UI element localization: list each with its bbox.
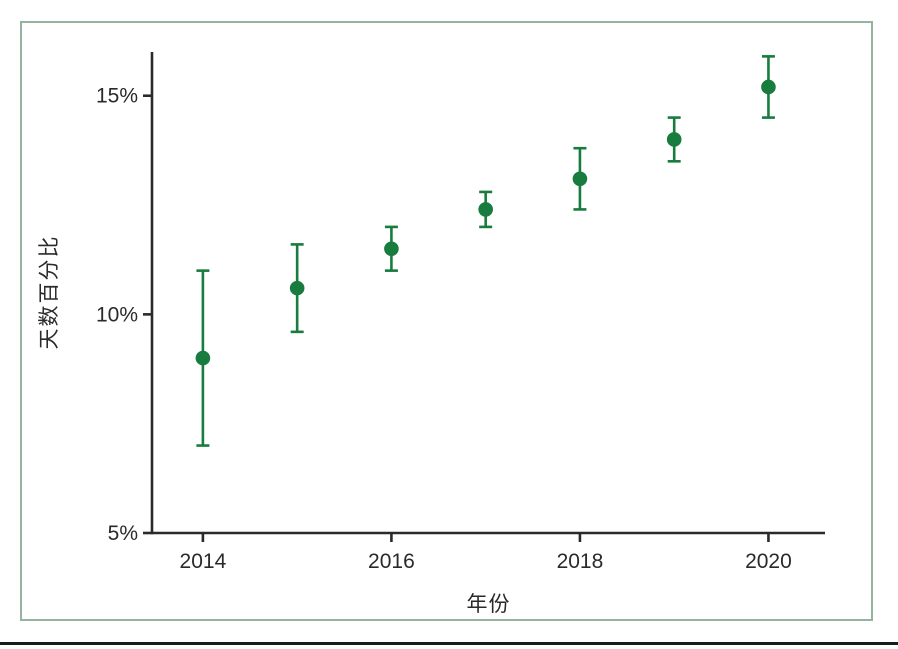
y-tick-label: 15%: [96, 85, 138, 108]
y-tick-label: 10%: [96, 303, 138, 326]
x-tick-label: 2020: [745, 550, 792, 573]
data-point: [384, 241, 399, 257]
x-axis-title: 年份: [466, 593, 511, 616]
data-point: [289, 280, 305, 296]
x-tick-label: 2016: [368, 550, 415, 573]
x-tick-label: 2014: [180, 550, 227, 573]
y-axis-title-text: 天数百分比: [38, 234, 61, 350]
x-tick-label: 2018: [557, 550, 604, 573]
data-point: [195, 350, 211, 366]
data-point: [572, 171, 588, 187]
y-tick-label: 5%: [108, 522, 138, 545]
data-point: [761, 79, 776, 95]
data-point: [666, 132, 682, 147]
figure-frame: [20, 21, 873, 621]
bottom-divider-rule: [0, 642, 898, 645]
data-point: [478, 202, 493, 217]
